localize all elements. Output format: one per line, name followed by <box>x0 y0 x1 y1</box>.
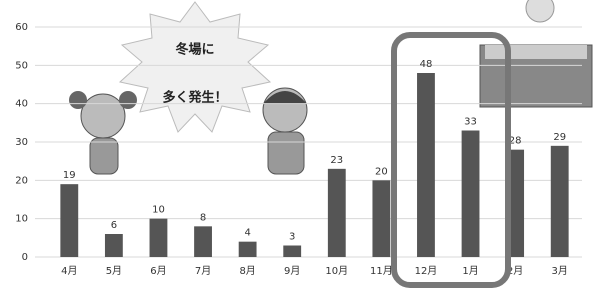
x-tick-label: 3月 <box>552 265 568 277</box>
x-tick-label: 6月 <box>150 265 166 277</box>
bar <box>328 169 346 257</box>
x-tick-label: 5月 <box>106 265 122 277</box>
bar <box>462 131 480 258</box>
value-label: 33 <box>464 117 477 128</box>
y-tick-label: 60 <box>15 22 28 33</box>
x-tick-label: 7月 <box>195 265 211 277</box>
x-tick-label: 11月 <box>370 265 393 277</box>
y-tick-label: 30 <box>15 137 28 148</box>
bar <box>417 73 435 257</box>
value-label: 3 <box>289 232 295 243</box>
x-tick-label: 1月 <box>462 265 478 277</box>
x-tick-label: 9月 <box>284 265 300 277</box>
value-label: 4 <box>244 228 250 239</box>
bar <box>150 219 168 257</box>
y-tick-label: 0 <box>22 252 28 263</box>
value-label: 23 <box>330 155 343 166</box>
value-label: 20 <box>375 166 388 177</box>
y-tick-label: 50 <box>15 60 28 71</box>
y-tick-label: 10 <box>15 214 28 225</box>
y-tick-label: 40 <box>15 99 28 110</box>
bar <box>239 242 257 257</box>
x-tick-label: 8月 <box>239 265 255 277</box>
x-tick-label: 10月 <box>325 265 348 277</box>
value-label: 6 <box>111 220 117 231</box>
bar <box>105 234 123 257</box>
annotation: 多く発生！ <box>162 90 227 106</box>
value-label: 8 <box>200 212 206 223</box>
bar <box>60 184 78 257</box>
bar <box>194 226 212 257</box>
value-label: 10 <box>152 205 165 216</box>
chart: 0 10 20 30 40 50 60 4月 19 5月 6 6月 10 7月 8 8月 4 9月 3 10月 23 11… <box>0 0 595 288</box>
x-tick-label: 12月 <box>415 265 438 277</box>
value-label: 29 <box>553 132 566 143</box>
bar <box>372 180 390 257</box>
annotation: 冬場に <box>175 42 214 58</box>
y-tick-label: 20 <box>15 175 28 186</box>
value-label: 48 <box>420 59 433 70</box>
value-label: 19 <box>63 170 76 181</box>
bar <box>551 146 569 257</box>
x-tick-label: 4月 <box>61 265 77 277</box>
bar <box>283 246 301 258</box>
